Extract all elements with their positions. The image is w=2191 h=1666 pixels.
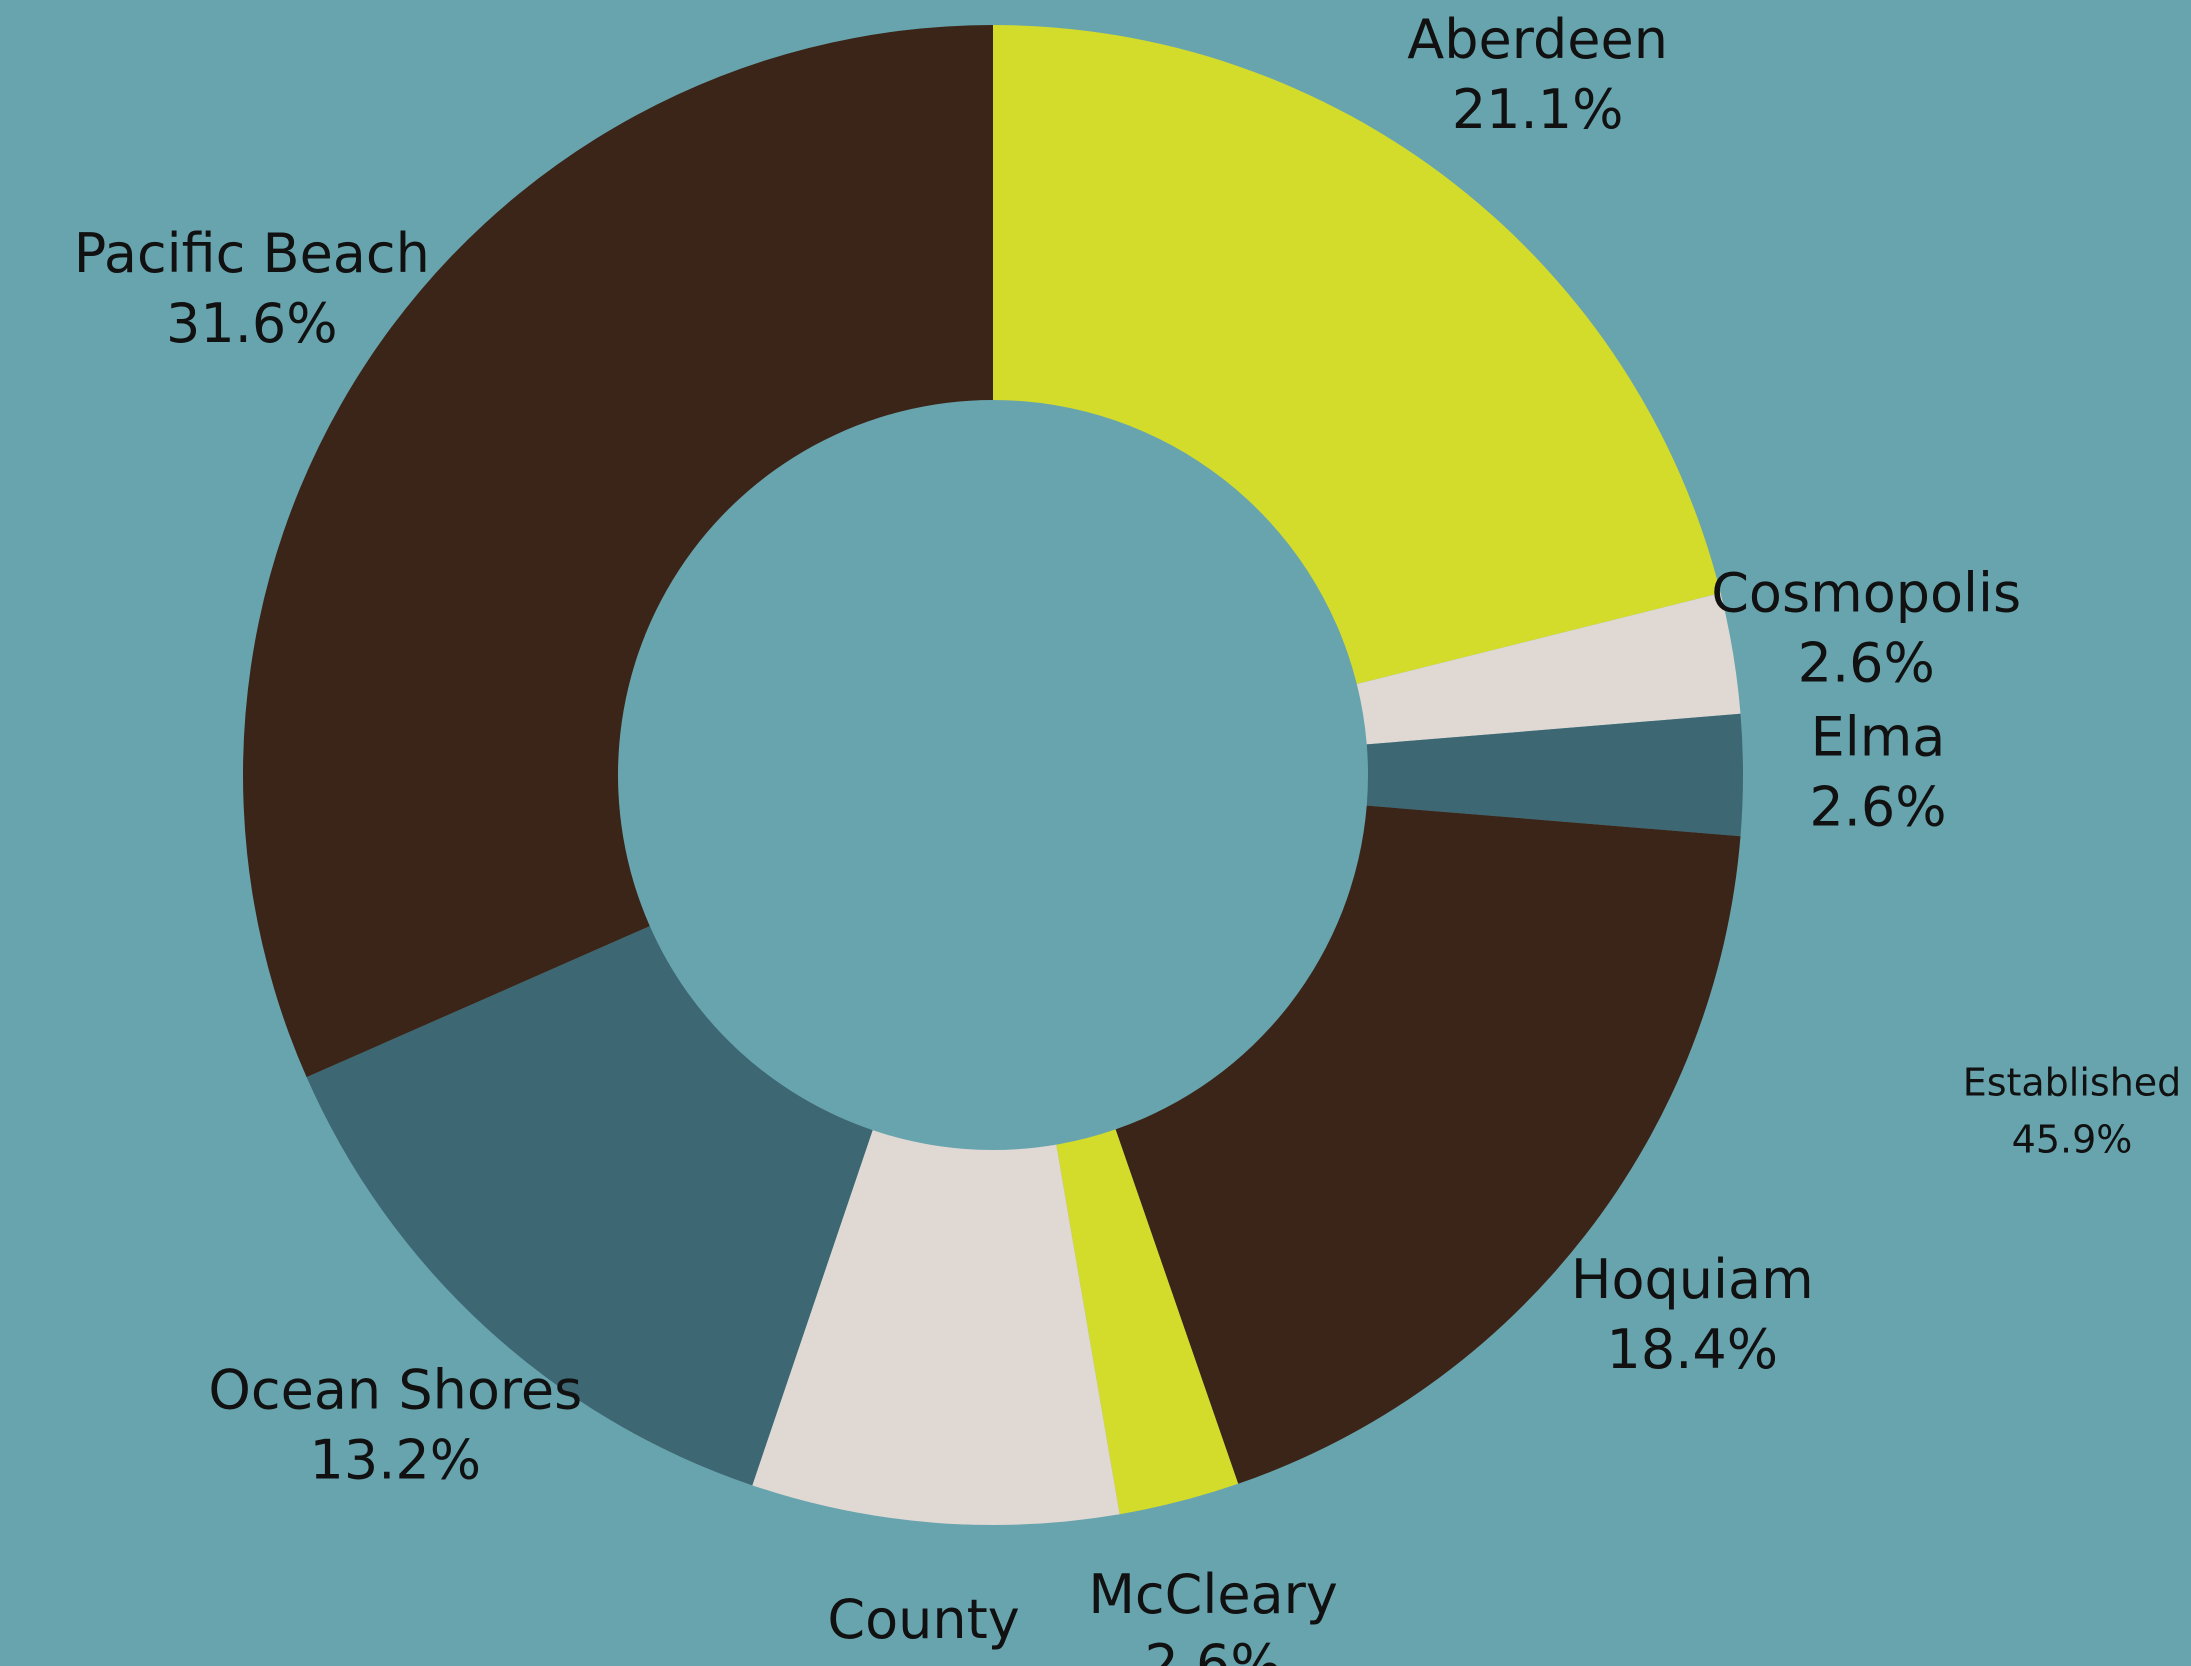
slice-label: Hoquiam [1571,1248,1814,1311]
slice-label: Cosmopolis [1711,562,2021,625]
slice-label: Elma [1811,706,1946,769]
slice-label: County [827,1588,1019,1651]
donut-slice [1115,805,1741,1484]
annotation-label: Established [1963,1061,2182,1105]
slice-label: Pacific Beach [74,222,430,285]
slice-value-label: 7.9% [855,1658,992,1666]
slice-value-label: 21.1% [1452,78,1624,141]
slice-value-label: 31.6% [166,292,338,355]
donut-slice [1356,593,1741,745]
donut-slice [1056,1129,1239,1515]
slice-value-label: 2.6% [1144,1633,1281,1666]
donut-slice [242,25,993,1078]
slice-label: McCleary [1088,1563,1337,1626]
annotation-value: 45.9% [2012,1118,2133,1162]
donut-slice [752,1130,1120,1525]
slice-value-label: 2.6% [1798,632,1935,695]
slice-value-label: 13.2% [310,1428,482,1491]
slice-label: Aberdeen [1407,8,1668,71]
slice-value-label: 2.6% [1809,776,1946,839]
slice-value-label: 18.4% [1607,1318,1779,1381]
slice-label: Ocean Shores [208,1358,582,1421]
donut-slice [993,25,1721,685]
donut-slice [306,926,873,1486]
donut-slice [1366,713,1743,837]
